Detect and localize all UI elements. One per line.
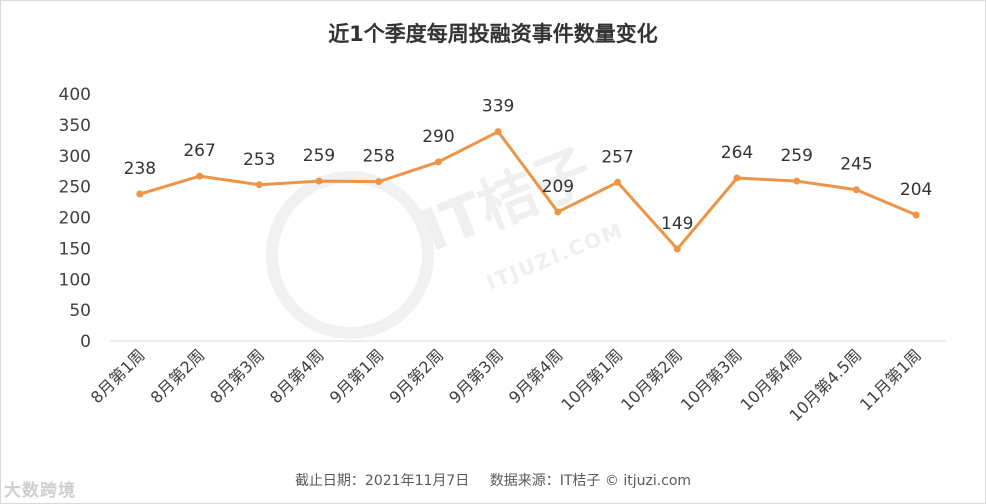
y-tick-label: 350 (59, 116, 91, 136)
y-tick-label: 0 (80, 332, 91, 352)
footer-date: 截止日期：2021年11月7日 (294, 473, 470, 489)
data-label: 253 (243, 150, 275, 170)
series-line (139, 130, 917, 251)
y-tick-label: 100 (59, 270, 91, 290)
x-tick-label: 9月第3周 (445, 345, 507, 407)
data-point (733, 174, 741, 182)
y-tick-label: 300 (59, 147, 91, 167)
series-points (136, 128, 920, 253)
data-point (852, 186, 860, 194)
data-label: 290 (422, 127, 454, 147)
data-label: 149 (661, 214, 693, 234)
y-tick-label: 400 (59, 85, 91, 105)
data-labels: 238 267 253 259 258 290 339 209 257 149 264 259 245 2… (124, 97, 933, 234)
y-tick-label: 50 (69, 301, 91, 321)
data-label: 245 (840, 155, 872, 175)
x-tick-label: 10月第2周 (617, 345, 686, 414)
x-tick-label: 8月第4周 (266, 345, 328, 407)
data-point (494, 128, 502, 136)
data-label: 238 (124, 159, 156, 179)
data-point (793, 177, 801, 185)
footer-source: 数据来源：IT桔子 © itjuzi.com (489, 473, 692, 489)
data-point (434, 158, 442, 166)
watermark-orange-icon (266, 171, 434, 339)
x-tick-label: 9月第4周 (505, 345, 567, 407)
x-axis-ticks: 8月第1周8月第2周8月第3周8月第4周9月第1周9月第2周9月第3周9月第4周… (87, 345, 925, 425)
data-point (255, 181, 263, 189)
data-label: 257 (601, 147, 633, 167)
x-tick-label: 8月第1周 (87, 345, 149, 407)
data-label: 204 (900, 180, 932, 200)
data-label: 267 (183, 141, 215, 161)
corner-logo: 大数跨境 (4, 481, 76, 501)
x-tick-label: 10月第1周 (557, 345, 626, 414)
data-point (136, 190, 144, 198)
chart-title: 近1个季度每周投融资事件数量变化 (328, 22, 658, 46)
x-tick-label: 8月第3周 (206, 345, 268, 407)
data-point (554, 208, 562, 216)
data-point (375, 178, 383, 186)
x-tick-label: 9月第1周 (326, 345, 388, 407)
data-label: 209 (542, 177, 574, 197)
data-point (196, 172, 204, 180)
x-tick-label: 8月第2周 (147, 345, 209, 407)
data-point (315, 177, 323, 185)
y-tick-label: 150 (59, 239, 91, 259)
data-point (673, 245, 681, 253)
y-axis-ticks: 0 50 100 150 200 250 300 350 400 (59, 85, 91, 352)
data-point (614, 178, 622, 186)
data-label: 258 (362, 147, 394, 167)
data-label: 264 (721, 143, 753, 163)
data-label: 259 (780, 146, 812, 166)
y-tick-label: 250 (59, 178, 91, 198)
y-tick-label: 200 (59, 209, 91, 229)
data-label: 259 (303, 146, 335, 166)
data-point (912, 211, 920, 219)
footer: 截止日期：2021年11月7日 数据来源：IT桔子 © itjuzi.com (0, 470, 986, 490)
x-tick-label: 10月第3周 (677, 345, 746, 414)
x-tick-label: 11月第1周 (856, 345, 925, 414)
data-label: 339 (482, 97, 514, 117)
x-tick-label: 9月第2周 (385, 345, 447, 407)
